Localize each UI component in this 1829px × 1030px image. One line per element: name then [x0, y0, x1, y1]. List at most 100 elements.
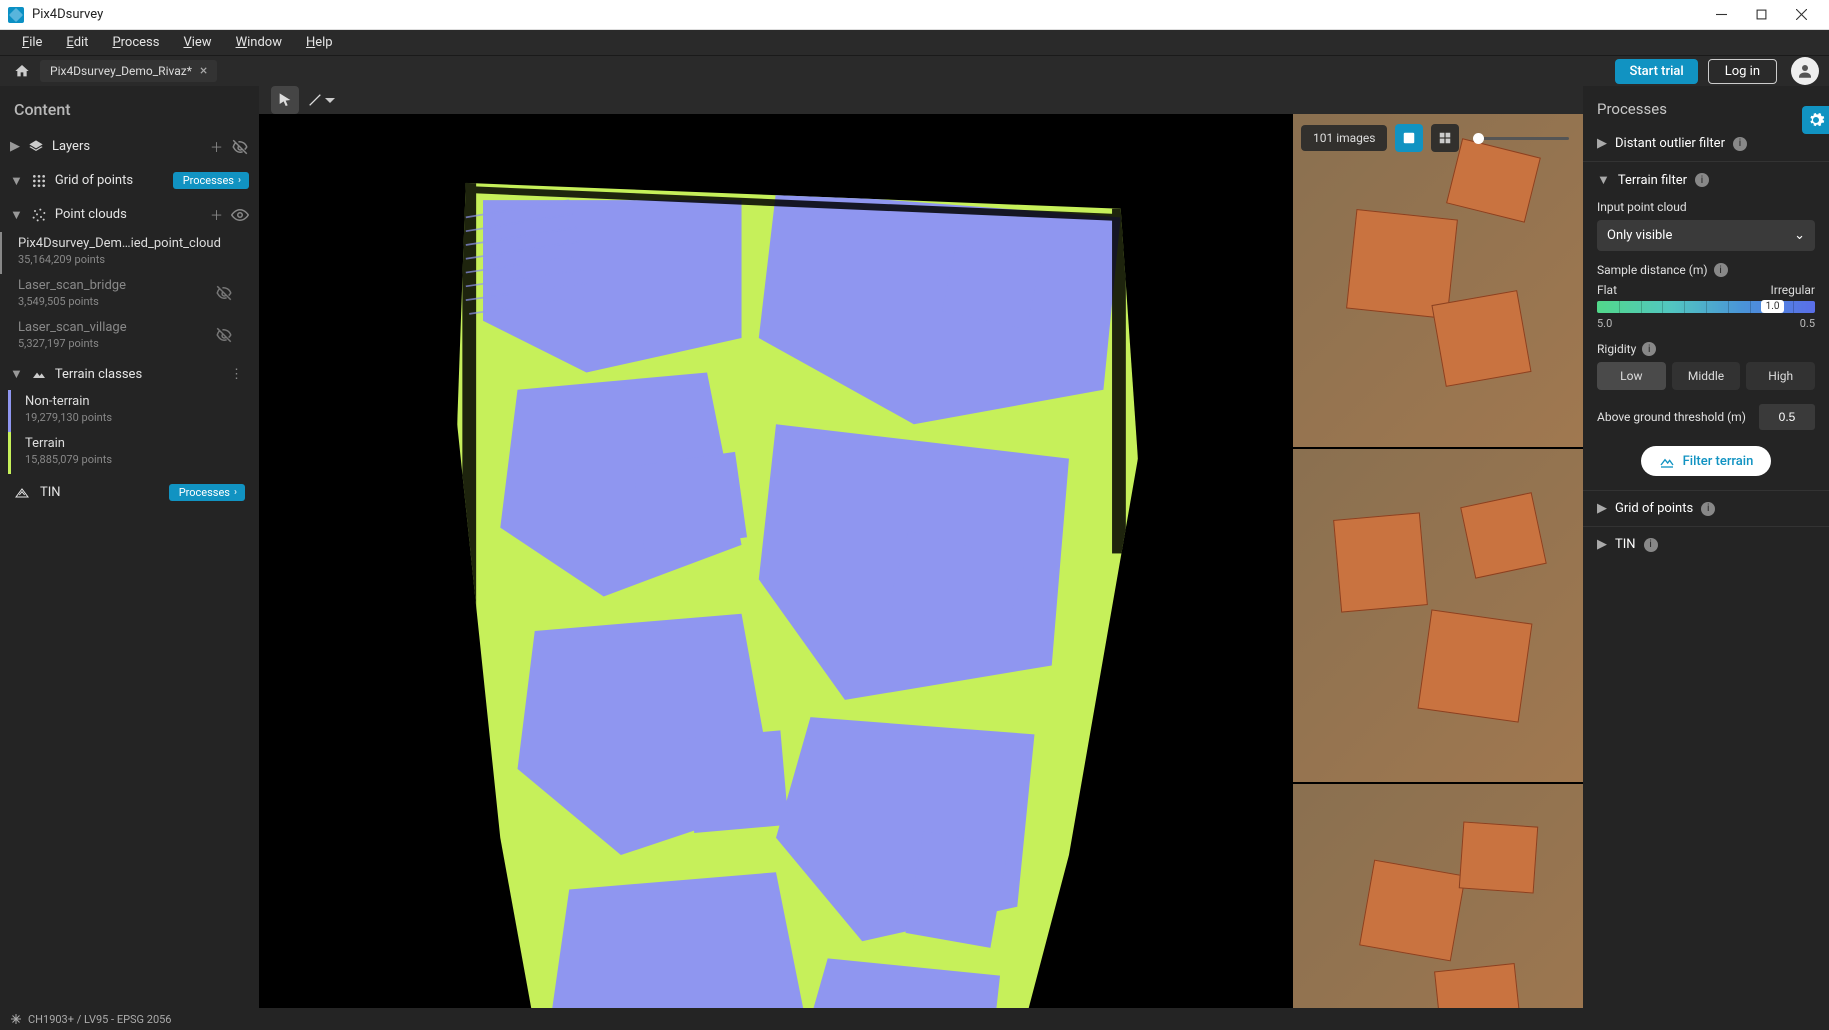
menu-edit[interactable]: Edit [54, 31, 100, 54]
add-layer-button[interactable]: ＋ [210, 137, 223, 156]
menu-process[interactable]: Process [100, 31, 171, 54]
info-icon[interactable]: i [1644, 538, 1658, 552]
terrain-more-button[interactable]: ⋮ [224, 367, 249, 382]
rigidity-middle[interactable]: Middle [1672, 362, 1741, 390]
range-min-label: 5.0 [1597, 317, 1612, 330]
rigidity-segment: Low Middle High [1597, 362, 1815, 390]
range-right-label: Irregular [1770, 283, 1815, 297]
pc-name: Laser_scan_bridge [18, 278, 215, 293]
app-title: Pix4Dsurvey [32, 7, 103, 22]
image-view-grid[interactable] [1431, 124, 1459, 152]
processes-title: Processes [1583, 86, 1829, 126]
threshold-input[interactable] [1759, 404, 1815, 430]
crs-icon [10, 1013, 22, 1025]
pointclouds-section[interactable]: ▼ Point clouds ＋ [0, 197, 259, 232]
slider-handle[interactable]: 1.0 [1761, 300, 1785, 313]
image-strip-header: 101 images [1301, 122, 1575, 154]
sample-distance-slider[interactable]: 1.0 [1597, 301, 1815, 313]
grid-section[interactable]: ▼ Grid of points Processes› [0, 164, 259, 197]
image-thumbnail[interactable] [1293, 784, 1583, 1008]
menu-help[interactable]: Help [294, 31, 345, 54]
home-button[interactable] [10, 59, 34, 83]
start-trial-button[interactable]: Start trial [1615, 59, 1697, 84]
pointcloud-icon [31, 207, 47, 223]
visibility-toggle[interactable] [215, 284, 233, 302]
terrain-class-item[interactable]: Non-terrain 19,279,130 points [8, 390, 259, 432]
image-view-single[interactable] [1395, 124, 1423, 152]
image-strip: 101 images [1293, 114, 1583, 1008]
info-icon[interactable]: i [1695, 173, 1709, 187]
close-tab-button[interactable]: × [200, 64, 207, 78]
image-size-slider[interactable] [1473, 137, 1569, 140]
menubar: File Edit Process View Window Help [0, 30, 1829, 56]
info-icon[interactable]: i [1714, 263, 1728, 277]
chevron-down-icon: ▼ [10, 207, 23, 223]
class-name: Non-terrain [25, 394, 245, 409]
grid-of-points-section[interactable]: ▶ Grid of points i [1597, 501, 1815, 516]
tin-section[interactable]: TIN Processes› [0, 474, 259, 511]
select-tool[interactable] [271, 86, 299, 114]
statusbar: CH1903+ / LV95 - EPSG 2056 [0, 1008, 1829, 1030]
processes-panel: Processes ▶ Distant outlier filter i ▼ T… [1583, 86, 1829, 1008]
tin-processes-badge[interactable]: Processes› [169, 484, 245, 501]
grid-label: Grid of points [55, 173, 165, 188]
terrain-filter-section[interactable]: ▼ Terrain filter i [1597, 172, 1815, 188]
pc-name: Laser_scan_village [18, 320, 215, 335]
terrain-classes-section[interactable]: ▼ Terrain classes ⋮ [0, 358, 259, 390]
main-area: Content ▶ Layers ＋ ▼ Grid of points [0, 86, 1829, 1008]
titlebar: Pix4Dsurvey [0, 0, 1829, 30]
chevron-right-icon: ▶ [1597, 501, 1607, 516]
info-icon[interactable]: i [1701, 502, 1715, 516]
menu-window[interactable]: Window [224, 31, 294, 54]
layers-label: Layers [52, 139, 202, 154]
layers-icon [28, 139, 44, 155]
filter-terrain-button[interactable]: Filter terrain [1641, 446, 1772, 476]
draw-tool[interactable] [307, 92, 335, 108]
window-minimize-button[interactable] [1701, 0, 1741, 30]
viewport-toolbar [259, 86, 1583, 114]
pc-count: 5,327,197 points [18, 337, 215, 350]
login-button[interactable]: Log in [1708, 59, 1777, 84]
image-thumbnail[interactable] [1293, 114, 1583, 447]
rigidity-high[interactable]: High [1746, 362, 1815, 390]
user-avatar[interactable] [1791, 57, 1819, 85]
image-thumbnail[interactable] [1293, 449, 1583, 782]
pc-name: Pix4Dsurvey_Dem…ied_point_cloud [18, 236, 221, 251]
pointcloud-item[interactable]: Laser_scan_bridge 3,549,505 points [0, 274, 259, 316]
tabbar: Pix4Dsurvey_Demo_Rivaz* × Start trial Lo… [0, 56, 1829, 86]
pointcloud-item[interactable]: Pix4Dsurvey_Dem…ied_point_cloud 35,164,2… [0, 232, 259, 274]
grid-icon [31, 173, 47, 189]
pointcloud-viewport[interactable] [259, 114, 1293, 1008]
distant-outlier-section[interactable]: ▶ Distant outlier filter i [1597, 136, 1815, 151]
menu-file[interactable]: File [10, 31, 54, 54]
layers-section[interactable]: ▶ Layers ＋ [0, 129, 259, 164]
canvas-area: 101 images [259, 114, 1583, 1008]
menu-view[interactable]: View [171, 31, 223, 54]
visibility-toggle[interactable] [215, 326, 233, 344]
window-close-button[interactable] [1781, 0, 1821, 30]
panel-settings-button[interactable] [1802, 106, 1829, 134]
input-pc-value: Only visible [1607, 228, 1672, 243]
tin-right-section[interactable]: ▶ TIN i [1597, 537, 1815, 552]
image-count-label: 101 images [1301, 125, 1387, 151]
chevron-right-icon: ▶ [1597, 136, 1607, 151]
chevron-down-icon: ▼ [10, 173, 23, 189]
grid-processes-badge[interactable]: Processes› [173, 172, 249, 189]
terrain-classes-label: Terrain classes [55, 367, 216, 382]
add-pointcloud-button[interactable]: ＋ [210, 205, 223, 224]
info-icon[interactable]: i [1642, 342, 1656, 356]
input-pc-select[interactable]: Only visible ⌄ [1597, 220, 1815, 251]
project-tab[interactable]: Pix4Dsurvey_Demo_Rivaz* × [40, 60, 217, 82]
terrain-icon [31, 366, 47, 382]
range-max-label: 0.5 [1800, 317, 1815, 330]
tin-right-label: TIN [1615, 537, 1636, 552]
grid-right-label: Grid of points [1615, 501, 1693, 516]
viewport: 101 images [259, 86, 1583, 1008]
terrain-class-item[interactable]: Terrain 15,885,079 points [8, 432, 259, 474]
window-maximize-button[interactable] [1741, 0, 1781, 30]
rigidity-low[interactable]: Low [1597, 362, 1666, 390]
info-icon[interactable]: i [1733, 137, 1747, 151]
toggle-pc-visibility[interactable] [231, 206, 249, 224]
pointcloud-item[interactable]: Laser_scan_village 5,327,197 points [0, 316, 259, 358]
toggle-layers-visibility[interactable] [231, 138, 249, 156]
